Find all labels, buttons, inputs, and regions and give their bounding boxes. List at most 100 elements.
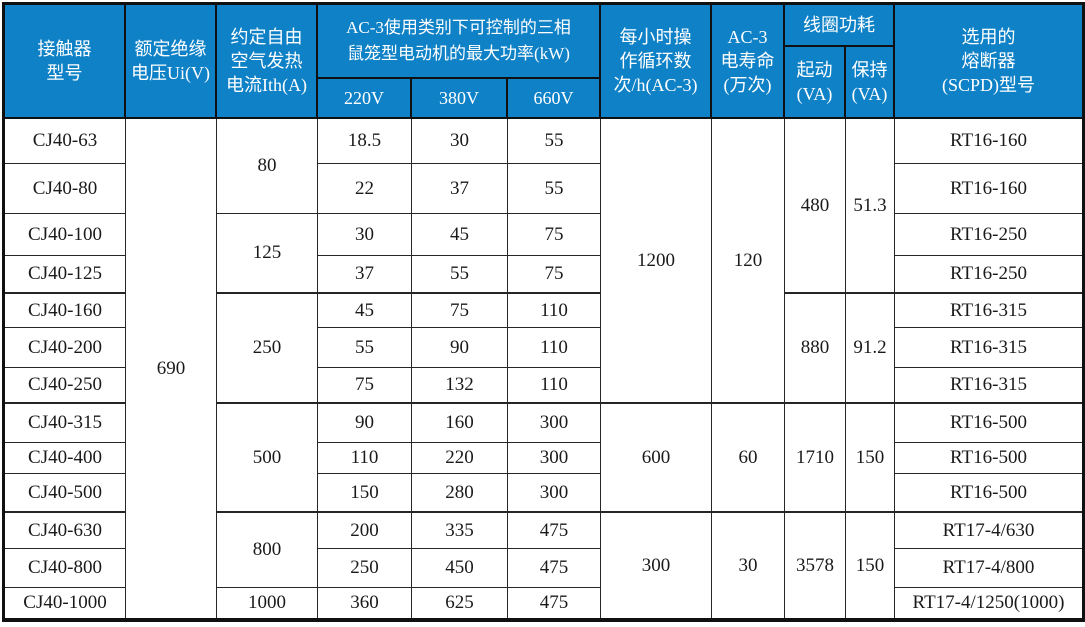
header-voltage-660v: 660V bbox=[508, 79, 601, 119]
kw-220v-cell: 18.5 bbox=[318, 119, 412, 164]
kw-220v-cell: 75 bbox=[318, 368, 412, 404]
fuse-cell: RT16-500 bbox=[895, 443, 1082, 474]
model-cell: CJ40-250 bbox=[5, 368, 126, 404]
kw-660v-cell: 300 bbox=[508, 404, 601, 443]
kw-660v-cell: 300 bbox=[508, 474, 601, 513]
header-cycles-per-hour: 每小时操 作循环数 次/h(AC-3) bbox=[601, 5, 712, 119]
insulation-voltage-cell: 690 bbox=[126, 119, 217, 618]
cycles-per-hour-cell: 1200 bbox=[601, 119, 712, 404]
thermal-current-cell: 500 bbox=[217, 404, 318, 513]
fuse-cell: RT16-250 bbox=[895, 256, 1082, 294]
header-fuse-type: 选用的 熔断器 (SCPD)型号 bbox=[895, 5, 1082, 119]
kw-220v-cell: 360 bbox=[318, 588, 412, 618]
fuse-cell: RT16-315 bbox=[895, 328, 1082, 368]
model-cell: CJ40-80 bbox=[5, 164, 126, 214]
kw-660v-cell: 55 bbox=[508, 164, 601, 214]
fuse-cell: RT16-160 bbox=[895, 119, 1082, 164]
model-cell: CJ40-160 bbox=[5, 294, 126, 328]
kw-660v-cell: 475 bbox=[508, 549, 601, 588]
kw-380v-cell: 450 bbox=[412, 549, 508, 588]
coil-start-cell: 880 bbox=[785, 294, 846, 404]
kw-660v-cell: 110 bbox=[508, 328, 601, 368]
kw-660v-cell: 110 bbox=[508, 368, 601, 404]
kw-220v-cell: 22 bbox=[318, 164, 412, 214]
coil-hold-cell: 150 bbox=[846, 404, 895, 513]
kw-220v-cell: 200 bbox=[318, 513, 412, 549]
fuse-cell: RT17-4/630 bbox=[895, 513, 1082, 549]
kw-220v-cell: 30 bbox=[318, 214, 412, 256]
kw-380v-cell: 220 bbox=[412, 443, 508, 474]
kw-380v-cell: 160 bbox=[412, 404, 508, 443]
fuse-cell: RT16-500 bbox=[895, 404, 1082, 443]
coil-hold-cell: 91.2 bbox=[846, 294, 895, 404]
header-coil-hold-va: 保持 (VA) bbox=[846, 47, 895, 119]
header-insulation-voltage: 额定绝缘 电压Ui(V) bbox=[126, 5, 217, 119]
model-cell: CJ40-630 bbox=[5, 513, 126, 549]
kw-380v-cell: 335 bbox=[412, 513, 508, 549]
kw-380v-cell: 30 bbox=[412, 119, 508, 164]
coil-start-cell: 3578 bbox=[785, 513, 846, 618]
model-cell: CJ40-200 bbox=[5, 328, 126, 368]
cycles-per-hour-cell: 600 bbox=[601, 404, 712, 513]
header-electrical-life: AC-3 电寿命 (万次) bbox=[712, 5, 785, 119]
model-cell: CJ40-63 bbox=[5, 119, 126, 164]
model-cell: CJ40-800 bbox=[5, 549, 126, 588]
fuse-cell: RT17-4/1250(1000) bbox=[895, 588, 1082, 618]
header-thermal-current: 约定自由 空气发热 电流Ith(A) bbox=[217, 5, 318, 119]
kw-660v-cell: 475 bbox=[508, 513, 601, 549]
kw-660v-cell: 110 bbox=[508, 294, 601, 328]
kw-220v-cell: 55 bbox=[318, 328, 412, 368]
thermal-current-cell: 250 bbox=[217, 294, 318, 404]
header-coil-start-va: 起动 (VA) bbox=[785, 47, 846, 119]
kw-380v-cell: 132 bbox=[412, 368, 508, 404]
coil-start-cell: 1710 bbox=[785, 404, 846, 513]
kw-220v-cell: 37 bbox=[318, 256, 412, 294]
coil-hold-cell: 150 bbox=[846, 513, 895, 618]
fuse-cell: RT16-315 bbox=[895, 368, 1082, 404]
fuse-cell: RT16-250 bbox=[895, 214, 1082, 256]
kw-220v-cell: 110 bbox=[318, 443, 412, 474]
fuse-cell: RT16-160 bbox=[895, 164, 1082, 214]
kw-220v-cell: 150 bbox=[318, 474, 412, 513]
kw-380v-cell: 37 bbox=[412, 164, 508, 214]
kw-660v-cell: 55 bbox=[508, 119, 601, 164]
kw-380v-cell: 90 bbox=[412, 328, 508, 368]
header-ac3-power-group: AC-3使用类别下可控制的三相 鼠笼型电动机的最大功率(kW) bbox=[318, 5, 601, 79]
header-contactor-model: 接触器 型号 bbox=[5, 5, 126, 119]
kw-660v-cell: 300 bbox=[508, 443, 601, 474]
electrical-life-cell: 120 bbox=[712, 119, 785, 404]
kw-380v-cell: 75 bbox=[412, 294, 508, 328]
model-cell: CJ40-125 bbox=[5, 256, 126, 294]
thermal-current-cell: 125 bbox=[217, 214, 318, 294]
header-coil-power-group: 线圈功耗 bbox=[785, 5, 895, 47]
cycles-per-hour-cell: 300 bbox=[601, 513, 712, 618]
coil-hold-cell: 51.3 bbox=[846, 119, 895, 294]
fuse-cell: RT16-315 bbox=[895, 294, 1082, 328]
kw-220v-cell: 45 bbox=[318, 294, 412, 328]
model-cell: CJ40-400 bbox=[5, 443, 126, 474]
model-cell: CJ40-500 bbox=[5, 474, 126, 513]
kw-380v-cell: 280 bbox=[412, 474, 508, 513]
fuse-cell: RT16-500 bbox=[895, 474, 1082, 513]
thermal-current-cell: 1000 bbox=[217, 588, 318, 618]
kw-220v-cell: 250 bbox=[318, 549, 412, 588]
model-cell: CJ40-1000 bbox=[5, 588, 126, 618]
electrical-life-cell: 30 bbox=[712, 513, 785, 618]
kw-660v-cell: 475 bbox=[508, 588, 601, 618]
kw-380v-cell: 55 bbox=[412, 256, 508, 294]
coil-start-cell: 480 bbox=[785, 119, 846, 294]
header-voltage-220v: 220V bbox=[318, 79, 412, 119]
kw-380v-cell: 45 bbox=[412, 214, 508, 256]
header-voltage-380v: 380V bbox=[412, 79, 508, 119]
model-cell: CJ40-315 bbox=[5, 404, 126, 443]
thermal-current-cell: 800 bbox=[217, 513, 318, 588]
electrical-life-cell: 60 bbox=[712, 404, 785, 513]
kw-660v-cell: 75 bbox=[508, 256, 601, 294]
kw-220v-cell: 90 bbox=[318, 404, 412, 443]
fuse-cell: RT17-4/800 bbox=[895, 549, 1082, 588]
kw-660v-cell: 75 bbox=[508, 214, 601, 256]
thermal-current-cell: 80 bbox=[217, 119, 318, 214]
kw-380v-cell: 625 bbox=[412, 588, 508, 618]
